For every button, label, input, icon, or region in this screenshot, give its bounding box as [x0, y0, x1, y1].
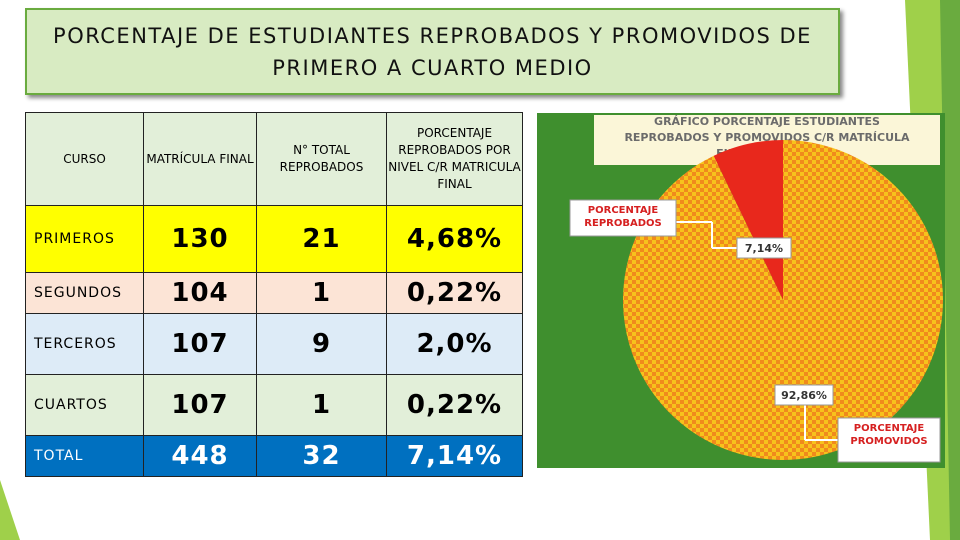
pie-slice: [713, 140, 783, 300]
legend-box: [569, 199, 677, 237]
value-label-box: [736, 237, 792, 259]
table-cell: SEGUNDOS: [25, 272, 144, 314]
table-cell: 0,22%: [386, 374, 523, 436]
table-cell: 4,68%: [386, 205, 523, 273]
category-label: PORCENTAJE PROMOVIDOS: [850, 423, 927, 447]
decor-shape: [0, 480, 20, 540]
legend-box: [837, 417, 941, 463]
table-row: PRIMEROS 130 21 4,68%: [25, 205, 523, 273]
header-cell: CURSO: [25, 112, 144, 206]
table-row: TOTAL 448 32 7,14%: [25, 435, 523, 477]
slide-title: PORCENTAJE DE ESTUDIANTES REPROBADOS Y P…: [25, 8, 840, 95]
header-cell: MATRÍCULA FINAL: [143, 112, 257, 206]
table-cell: 9: [256, 313, 387, 375]
data-table: CURSO MATRÍCULA FINAL N° TOTAL REPROBADO…: [25, 112, 523, 477]
value-label-box: [774, 384, 834, 406]
table-cell: 448: [143, 435, 257, 477]
chart-title: GRÁFICO PORCENTAJE ESTUDIANTES REPROBADOS…: [624, 115, 910, 160]
header-cell: N° TOTAL REPROBADOS: [256, 112, 387, 206]
value-label: 92,86%: [781, 389, 827, 402]
table-cell: 130: [143, 205, 257, 273]
table-cell: 2,0%: [386, 313, 523, 375]
category-label: PORCENTAJE REPROBADOS: [584, 205, 661, 229]
pie-slice: [623, 140, 943, 460]
table-cell: 32: [256, 435, 387, 477]
header-row: CURSO MATRÍCULA FINAL N° TOTAL REPROBADO…: [25, 112, 523, 206]
value-label: 7,14%: [745, 242, 783, 255]
table-cell: TERCEROS: [25, 313, 144, 375]
table-cell: TOTAL: [25, 435, 144, 477]
table-cell: 7,14%: [386, 435, 523, 477]
table-cell: 21: [256, 205, 387, 273]
table-cell: 1: [256, 272, 387, 314]
table-cell: 104: [143, 272, 257, 314]
table-cell: 107: [143, 374, 257, 436]
table-row: SEGUNDOS 104 1 0,22%: [25, 272, 523, 314]
table-cell: PRIMEROS: [25, 205, 144, 273]
